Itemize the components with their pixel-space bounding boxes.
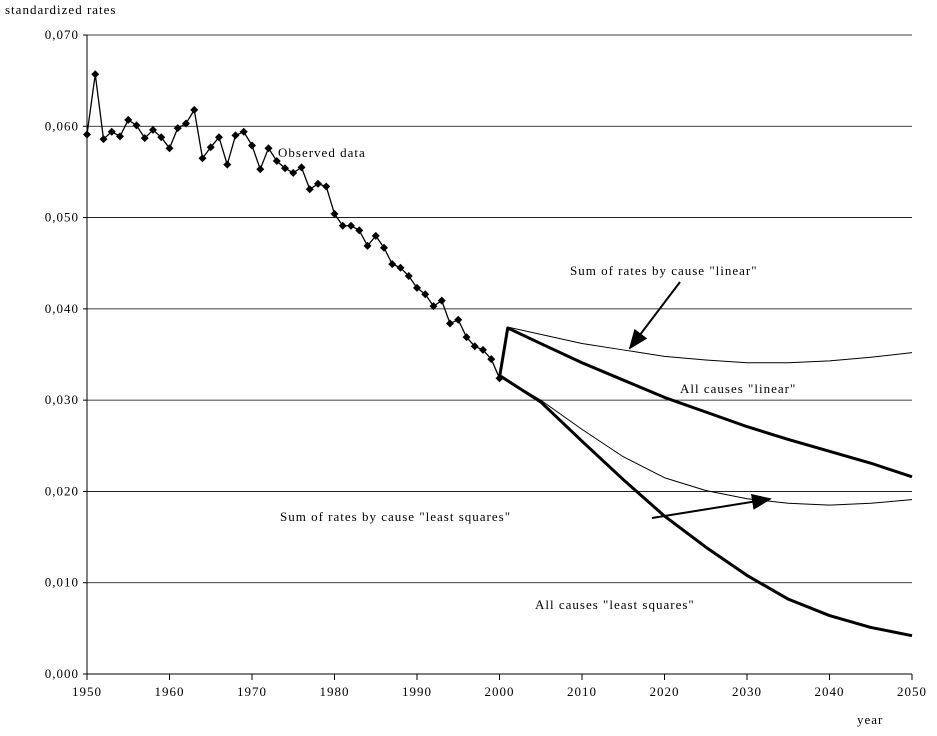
marker xyxy=(206,143,215,152)
marker xyxy=(297,163,306,172)
marker xyxy=(223,160,232,169)
marker xyxy=(314,179,322,188)
marker xyxy=(413,283,421,292)
marker xyxy=(462,333,471,342)
x-tick-label: 2040 xyxy=(815,684,845,699)
marker xyxy=(429,302,438,311)
series-line xyxy=(498,326,913,479)
x-tick-label: 1950 xyxy=(72,684,102,699)
marker xyxy=(91,70,100,79)
x-tick-label: 1980 xyxy=(320,684,350,699)
marker xyxy=(355,226,364,235)
marker xyxy=(281,164,289,173)
marker xyxy=(454,315,463,324)
y-tick-label: 0,050 xyxy=(45,210,79,225)
marker xyxy=(388,260,397,269)
x-tick-label: 2050 xyxy=(897,684,927,699)
marker xyxy=(140,134,149,143)
marker xyxy=(289,168,298,177)
marker xyxy=(487,355,496,364)
marker xyxy=(173,124,182,133)
marker xyxy=(272,156,281,165)
marker xyxy=(248,141,256,150)
marker xyxy=(256,165,265,174)
marker xyxy=(107,127,116,136)
y-tick-label: 0,030 xyxy=(45,392,79,407)
arrow xyxy=(651,493,772,519)
annotation: All causes "least squares" xyxy=(535,597,695,612)
y-tick-label: 0,070 xyxy=(45,27,79,42)
arrow xyxy=(628,281,681,350)
x-tick-label: 1960 xyxy=(155,684,185,699)
x-tick-label: 2010 xyxy=(567,684,597,699)
annotation: Sum of rates by cause "least squares" xyxy=(280,509,511,524)
marker xyxy=(264,144,273,153)
marker xyxy=(231,131,240,140)
marker xyxy=(479,345,487,354)
x-tick-label: 1970 xyxy=(237,684,267,699)
marker xyxy=(437,296,446,305)
y-tick-label: 0,020 xyxy=(45,483,79,498)
marker xyxy=(338,221,347,230)
x-tick-label: 2020 xyxy=(650,684,680,699)
marker xyxy=(124,115,133,124)
marker xyxy=(396,263,405,272)
series-line xyxy=(86,73,501,379)
marker xyxy=(446,319,454,328)
marker xyxy=(182,119,190,128)
y-tick-label: 0,040 xyxy=(45,301,79,316)
y-tick-label: 0,000 xyxy=(45,666,79,681)
x-tick-label: 1990 xyxy=(402,684,432,699)
y-axis-label: standardized rates xyxy=(5,2,116,17)
annotation: Sum of rates by cause "linear" xyxy=(570,263,758,278)
marker xyxy=(363,241,372,250)
marker xyxy=(330,209,339,218)
marker xyxy=(149,125,157,134)
x-tick-label: 2030 xyxy=(732,684,762,699)
marker xyxy=(83,130,91,139)
marker xyxy=(198,154,207,163)
marker xyxy=(157,133,166,142)
marker xyxy=(239,127,248,136)
series-line xyxy=(499,375,913,506)
marker xyxy=(421,290,430,299)
marker xyxy=(404,271,413,280)
x-axis-label: year xyxy=(857,712,883,727)
marker xyxy=(305,185,314,194)
y-tick-label: 0,010 xyxy=(45,575,79,590)
marker xyxy=(116,132,124,141)
marker xyxy=(322,182,331,191)
marker xyxy=(215,133,223,142)
marker xyxy=(190,105,199,114)
marker xyxy=(132,121,141,130)
marker xyxy=(380,243,388,252)
annotation: Observed data xyxy=(278,145,366,160)
series-line xyxy=(498,374,913,638)
y-tick-label: 0,060 xyxy=(45,118,79,133)
annotation: All causes "linear" xyxy=(680,381,796,396)
marker xyxy=(165,144,174,153)
marker xyxy=(347,221,355,230)
marker xyxy=(470,342,479,351)
marker xyxy=(371,231,380,240)
x-tick-label: 2000 xyxy=(485,684,515,699)
marker xyxy=(99,135,108,144)
series-line xyxy=(507,326,913,364)
